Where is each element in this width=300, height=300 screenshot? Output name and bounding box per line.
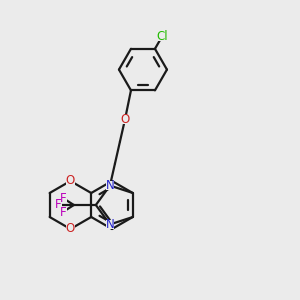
FancyBboxPatch shape: [106, 181, 114, 190]
Text: N: N: [106, 218, 114, 231]
Text: Cl: Cl: [156, 30, 168, 43]
FancyBboxPatch shape: [66, 176, 75, 185]
Text: O: O: [66, 223, 75, 236]
Text: O: O: [120, 113, 130, 126]
FancyBboxPatch shape: [155, 32, 169, 41]
FancyBboxPatch shape: [54, 200, 62, 209]
Text: F: F: [59, 206, 66, 218]
FancyBboxPatch shape: [58, 194, 67, 202]
FancyBboxPatch shape: [121, 115, 129, 124]
Text: O: O: [66, 175, 75, 188]
Text: N: N: [106, 179, 114, 192]
FancyBboxPatch shape: [106, 220, 114, 229]
Text: F: F: [59, 191, 66, 205]
Text: F: F: [55, 199, 61, 212]
FancyBboxPatch shape: [58, 208, 67, 217]
FancyBboxPatch shape: [66, 224, 75, 233]
